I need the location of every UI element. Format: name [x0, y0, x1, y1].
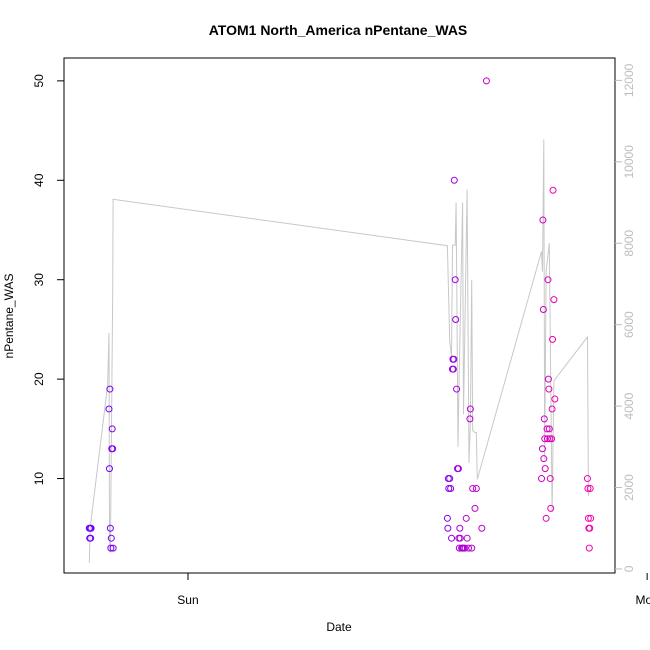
- data-point: [548, 405, 556, 413]
- data-point: [466, 405, 474, 413]
- data-point: [544, 276, 552, 284]
- data-point: [539, 216, 547, 224]
- x-tick-label-0: Sun: [177, 593, 198, 607]
- data-point: [87, 534, 95, 542]
- data-point: [107, 534, 115, 542]
- data-point: [482, 77, 490, 85]
- data-point: [105, 405, 113, 413]
- data-point: [447, 484, 455, 492]
- data-point: [469, 484, 477, 492]
- data-point: [539, 306, 547, 314]
- y2-tick-label-4: 8000: [622, 230, 636, 257]
- y-tick-label-0: 10: [32, 472, 46, 486]
- data-point: [465, 544, 473, 552]
- y-axis-right: 0 2000 4000 6000 8000 10000 12000: [615, 63, 636, 572]
- data-point: [472, 484, 480, 492]
- data-point: [445, 484, 453, 492]
- y-tick-label-4: 50: [32, 74, 46, 88]
- data-point: [551, 395, 559, 403]
- data-point: [449, 365, 457, 373]
- y-axis-label: nPentane_WAS: [2, 274, 16, 359]
- data-point: [549, 335, 557, 343]
- data-point: [106, 524, 114, 532]
- y-axis-left: 10 20 30 40 50: [32, 74, 64, 485]
- data-point: [544, 375, 552, 383]
- data-point: [109, 544, 117, 552]
- data-point: [546, 435, 554, 443]
- y2-tick-label-0: 0: [622, 565, 636, 572]
- data-point: [547, 504, 555, 512]
- data-point: [461, 544, 469, 552]
- y2-tick-label-1: 2000: [622, 474, 636, 501]
- data-point: [466, 415, 474, 423]
- data-point: [541, 435, 549, 443]
- data-point: [540, 415, 548, 423]
- y-tick-label-2: 30: [32, 273, 46, 287]
- data-point: [456, 534, 464, 542]
- data-point: [106, 385, 114, 393]
- y2-tick-label-5: 10000: [622, 145, 636, 179]
- data-point: [585, 544, 593, 552]
- y2-tick-label-3: 6000: [622, 311, 636, 338]
- x-tick-label-1: Mon: [635, 593, 650, 607]
- data-point: [586, 524, 594, 532]
- y2-tick-label-2: 4000: [622, 392, 636, 419]
- data-point: [451, 276, 459, 284]
- data-point: [446, 475, 454, 483]
- data-point: [584, 484, 592, 492]
- data-point: [545, 425, 553, 433]
- line-series: [88, 139, 590, 563]
- data-point: [453, 385, 461, 393]
- data-point: [583, 475, 591, 483]
- data-point: [456, 524, 464, 532]
- data-point: [448, 534, 456, 542]
- data-point: [463, 534, 471, 542]
- data-point: [543, 425, 551, 433]
- data-point: [450, 355, 458, 363]
- data-point: [549, 186, 557, 194]
- plot-frame: [63, 57, 616, 574]
- data-point: [586, 484, 594, 492]
- y2-tick-label-6: 12000: [622, 63, 636, 97]
- data-point: [87, 524, 95, 532]
- data-point: [450, 176, 458, 184]
- data-point: [443, 514, 451, 522]
- data-point: [107, 544, 115, 552]
- data-point: [108, 425, 116, 433]
- data-point: [454, 465, 462, 473]
- chart-title: ATOM1 North_America nPentane_WAS: [209, 22, 468, 38]
- data-point: [538, 475, 546, 483]
- data-point: [452, 315, 460, 323]
- data-point: [444, 524, 452, 532]
- data-point: [462, 514, 470, 522]
- data-point: [584, 514, 592, 522]
- series-line: [88, 139, 590, 563]
- x-axis: SunMonTue: [177, 573, 650, 607]
- data-point: [546, 475, 554, 483]
- data-point: [105, 465, 113, 473]
- data-point: [478, 524, 486, 532]
- data-point: [471, 504, 479, 512]
- y-tick-label-1: 20: [32, 372, 46, 386]
- y-tick-label-3: 40: [32, 173, 46, 187]
- data-point: [587, 514, 595, 522]
- data-point: [542, 514, 550, 522]
- point-series: [85, 77, 595, 552]
- data-point: [541, 465, 549, 473]
- data-point: [538, 445, 546, 453]
- data-point: [109, 445, 117, 453]
- data-point: [545, 385, 553, 393]
- data-point: [468, 544, 476, 552]
- data-point: [550, 296, 558, 304]
- data-point: [548, 435, 556, 443]
- data-point: [540, 455, 548, 463]
- data-point: [544, 435, 552, 443]
- x-axis-label: Date: [326, 620, 352, 634]
